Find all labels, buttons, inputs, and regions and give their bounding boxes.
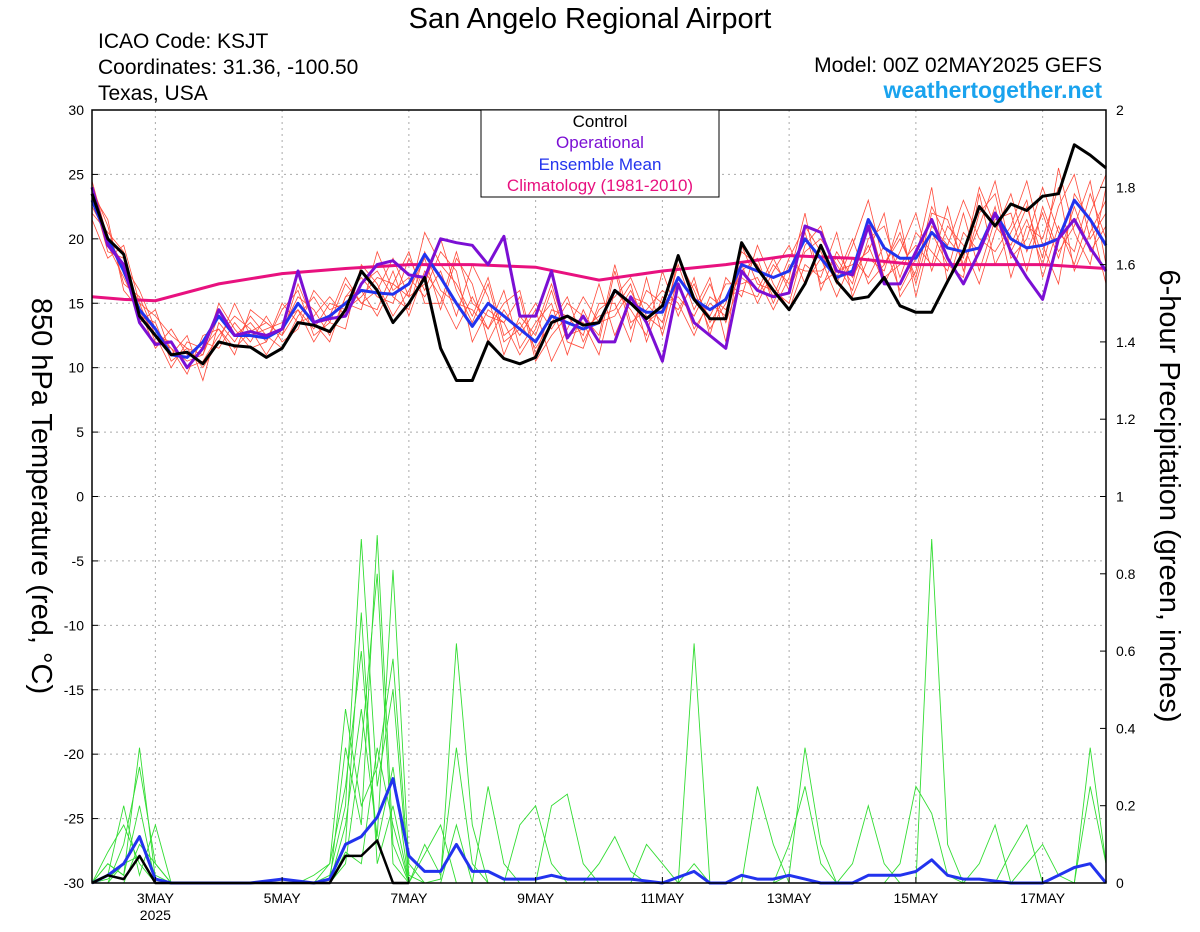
legend-entry-operational: Operational <box>556 133 644 152</box>
temperature-member-line-1 <box>91 173 1107 375</box>
x-tick-label: 17MAY <box>1020 890 1066 906</box>
precip-member-line-4 <box>92 643 838 884</box>
precip-member-line-6 <box>92 535 1107 884</box>
left-tick-label: -20 <box>64 746 84 762</box>
main-series <box>90 143 1108 885</box>
x-tick-label: 13MAY <box>767 890 813 906</box>
climatology-line <box>91 254 1107 303</box>
temperature-control-line <box>90 143 1107 382</box>
precip-member-line-3 <box>91 538 964 884</box>
location-label: Texas, USA <box>98 82 208 105</box>
right-axis-title: 6-hour Precipitation (green, inches) <box>1153 270 1185 723</box>
legend-entry-ensemble-mean: Ensemble Mean <box>539 155 662 174</box>
right-tick-label: 1 <box>1116 489 1124 505</box>
left-tick-label: 5 <box>76 424 84 440</box>
precip-member-series <box>91 535 1107 884</box>
right-tick-label: 2 <box>1116 102 1124 118</box>
left-tick-label: 25 <box>68 166 84 182</box>
temperature-operational-line <box>90 186 1108 370</box>
left-tick-label: -30 <box>64 875 84 891</box>
plot-frame <box>91 109 1107 884</box>
temperature-member-line-7 <box>91 186 1107 369</box>
right-tick-label: 1.8 <box>1116 179 1136 195</box>
icao-code-label: ICAO Code: KSJT <box>98 30 269 53</box>
left-tick-label: 15 <box>68 295 84 311</box>
legend-box <box>480 109 720 198</box>
right-tick-label: 1.4 <box>1116 334 1136 350</box>
right-tick-label: 0.8 <box>1116 566 1136 582</box>
left-axis-title: 850 hPa Temperature (red, °C) <box>25 298 57 694</box>
legend: Control Operational Ensemble Mean Climat… <box>480 109 720 198</box>
model-label: Model: 00Z 02MAY2025 GEFS <box>814 54 1102 77</box>
x-tick-label: 7MAY <box>390 890 428 906</box>
precip-ensemble-mean-line <box>91 777 1108 885</box>
x-tick-label: 5MAY <box>264 890 302 906</box>
right-axis-ticks: 2 1.8 1.6 1.4 1.2 1 0.8 0.6 0.4 0.2 0 <box>1100 102 1136 891</box>
coordinates-label: Coordinates: 31.36, -100.50 <box>98 56 358 79</box>
left-tick-label: -15 <box>64 682 84 698</box>
x-tick-label: 3MAY <box>137 890 175 906</box>
left-tick-label: 10 <box>68 360 84 376</box>
precip-member-line-7 <box>92 612 1075 884</box>
site-link[interactable]: weathertogether.net <box>882 77 1102 103</box>
temperature-member-line-3 <box>91 174 1107 369</box>
chart-title: San Angelo Regional Airport <box>409 3 772 35</box>
right-tick-label: 0 <box>1116 875 1124 891</box>
left-tick-label: -25 <box>64 811 84 827</box>
temperature-member-series <box>91 167 1107 382</box>
left-tick-label: -5 <box>72 553 85 569</box>
right-tick-label: 0.6 <box>1116 643 1136 659</box>
x-tick-label: 11MAY <box>640 890 684 906</box>
temperature-member-line-5 <box>91 192 1107 357</box>
x-tick-year-label: 2025 <box>140 907 171 923</box>
temperature-member-line-8 <box>91 167 1107 369</box>
right-tick-label: 1.6 <box>1116 257 1136 273</box>
left-tick-label: 20 <box>68 231 84 247</box>
precip-member-line-5 <box>91 651 1107 884</box>
left-tick-label: 0 <box>76 489 84 505</box>
x-tick-label: 15MAY <box>893 890 939 906</box>
left-tick-label: -10 <box>64 617 84 633</box>
left-tick-label: 30 <box>68 102 84 118</box>
right-tick-label: 0.4 <box>1116 720 1136 736</box>
grid-lines <box>92 109 1106 884</box>
legend-entry-climatology: Climatology (1981-2010) <box>507 176 693 195</box>
right-tick-label: 0.2 <box>1116 798 1136 814</box>
right-tick-label: 1.2 <box>1116 411 1136 427</box>
left-axis-ticks: 30 25 20 15 10 5 0 -5 -10 -15 -20 -25 -30 <box>64 102 98 891</box>
legend-entry-control: Control <box>573 112 628 131</box>
x-tick-label: 9MAY <box>517 890 555 906</box>
